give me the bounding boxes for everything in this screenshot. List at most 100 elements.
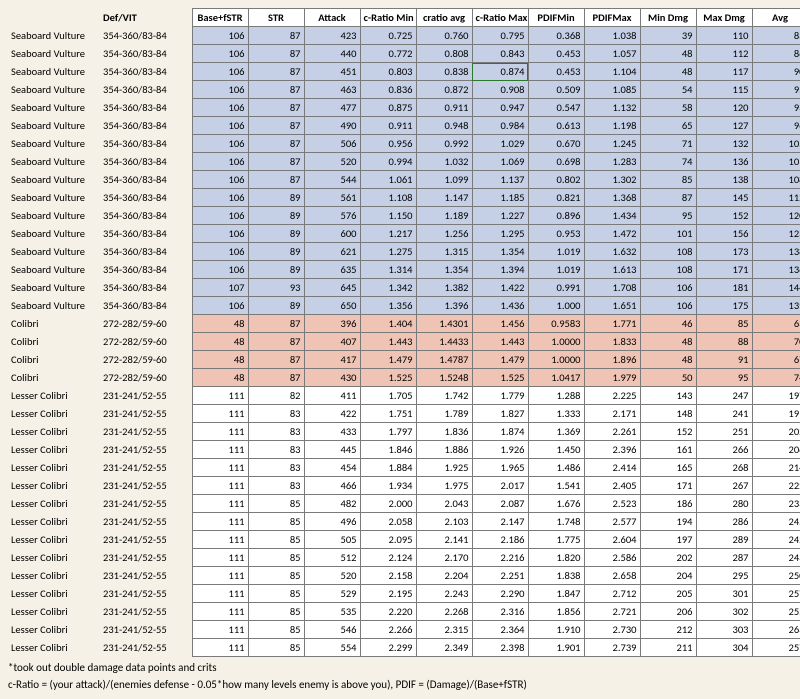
data-cell: 251	[696, 423, 752, 441]
data-cell: 0.9583	[528, 315, 584, 333]
data-cell: 1.443	[472, 333, 528, 351]
data-cell: 106	[192, 171, 248, 189]
data-cell: 1.472	[584, 225, 640, 243]
monster-name: Lesser Colibri	[8, 495, 100, 513]
monster-name: Seaboard Vulture	[8, 243, 100, 261]
data-cell: 87	[248, 315, 304, 333]
col-header: c-Ratio Min	[360, 9, 416, 27]
data-cell: 2.721	[584, 603, 640, 621]
data-cell: 222	[752, 477, 800, 495]
data-cell: 2.730	[584, 621, 640, 639]
data-cell: 1.382	[416, 279, 472, 297]
data-cell: 280	[696, 495, 752, 513]
monster-name: Lesser Colibri	[8, 513, 100, 531]
data-cell: 1.833	[584, 333, 640, 351]
data-cell: 106	[640, 297, 696, 315]
data-cell: 1.434	[584, 207, 640, 225]
data-cell: 39	[640, 27, 696, 45]
table-row: Lesser Colibri231-241/52-55111855122.124…	[8, 549, 800, 567]
table-row: Lesser Colibri231-241/52-55111834661.934…	[8, 477, 800, 495]
data-cell: 1.5248	[416, 369, 472, 387]
def-vit: 354-360/83-84	[100, 225, 192, 243]
data-cell: 50	[640, 369, 696, 387]
data-cell: 83	[752, 27, 800, 45]
data-cell: 2.095	[360, 531, 416, 549]
col-header: Avg	[752, 9, 800, 27]
data-cell: 107	[192, 279, 248, 297]
data-cell: 212	[640, 621, 696, 639]
data-cell: 233	[752, 495, 800, 513]
data-cell: 1.910	[528, 621, 584, 639]
data-cell: 96	[752, 117, 800, 135]
col-header: cratio avg	[416, 9, 472, 27]
data-cell: 83	[248, 405, 304, 423]
data-cell: 83	[248, 477, 304, 495]
data-cell: 544	[304, 171, 360, 189]
data-cell: 152	[696, 207, 752, 225]
table-row: Lesser Colibri231-241/52-55111834541.884…	[8, 459, 800, 477]
data-cell: 1.827	[472, 405, 528, 423]
data-cell: 621	[304, 243, 360, 261]
monster-name: Seaboard Vulture	[8, 153, 100, 171]
data-cell: 2.261	[584, 423, 640, 441]
monster-name: Colibri	[8, 333, 100, 351]
data-cell: 1.019	[528, 243, 584, 261]
def-vit: 231-241/52-55	[100, 459, 192, 477]
table-row: Lesser Colibri231-241/52-55111834331.797…	[8, 423, 800, 441]
data-cell: 0.808	[416, 45, 472, 63]
data-cell: 1.295	[472, 225, 528, 243]
data-cell: 87	[248, 171, 304, 189]
data-cell: 1.422	[472, 279, 528, 297]
monster-name: Lesser Colibri	[8, 387, 100, 405]
def-vit: 231-241/52-55	[100, 531, 192, 549]
data-cell: 1.975	[416, 477, 472, 495]
data-cell: 87	[248, 369, 304, 387]
data-cell: 1.147	[416, 189, 472, 207]
data-cell: 1.396	[416, 297, 472, 315]
data-cell: 0.911	[416, 99, 472, 117]
data-cell: 202	[640, 549, 696, 567]
data-cell: 255	[752, 603, 800, 621]
def-vit: 354-360/83-84	[100, 63, 192, 81]
data-cell: 0.670	[528, 135, 584, 153]
data-cell: 85	[248, 513, 304, 531]
data-cell: 85	[248, 531, 304, 549]
data-cell: 111	[192, 387, 248, 405]
data-cell: 257	[752, 585, 800, 603]
data-cell: 1.676	[528, 495, 584, 513]
monster-name: Seaboard Vulture	[8, 117, 100, 135]
data-cell: 0.956	[360, 135, 416, 153]
table-row: Lesser Colibri231-241/52-55111824111.705…	[8, 387, 800, 405]
data-cell: 74	[640, 153, 696, 171]
data-cell: 423	[304, 27, 360, 45]
data-cell: 171	[696, 261, 752, 279]
data-cell: 70	[752, 333, 800, 351]
data-cell: 65	[640, 117, 696, 135]
table-row: Seaboard Vulture354-360/83-84106874510.8…	[8, 63, 800, 81]
data-cell: 0.911	[360, 117, 416, 135]
data-cell: 445	[304, 441, 360, 459]
table-row: Lesser Colibri231-241/52-55111854822.000…	[8, 495, 800, 513]
data-cell: 136	[696, 153, 752, 171]
data-cell: 1.333	[528, 405, 584, 423]
data-cell: 136	[752, 261, 800, 279]
data-cell: 505	[304, 531, 360, 549]
data-cell: 106	[192, 243, 248, 261]
def-vit: 272-282/59-60	[100, 333, 192, 351]
data-cell: 2.087	[472, 495, 528, 513]
data-cell: 48	[192, 369, 248, 387]
data-cell: 139	[752, 297, 800, 315]
data-cell: 0.838	[416, 63, 472, 81]
data-cell: 245	[752, 513, 800, 531]
data-cell: 2.000	[360, 495, 416, 513]
data-cell: 1.354	[472, 243, 528, 261]
data-cell: 1.354	[416, 261, 472, 279]
data-cell: 48	[192, 333, 248, 351]
data-cell: 2.158	[360, 567, 416, 585]
data-cell: 1.4433	[416, 333, 472, 351]
monster-name: Seaboard Vulture	[8, 99, 100, 117]
data-cell: 1.884	[360, 459, 416, 477]
data-cell: 1.032	[416, 153, 472, 171]
data-cell: 106	[192, 153, 248, 171]
data-cell: 91	[696, 351, 752, 369]
